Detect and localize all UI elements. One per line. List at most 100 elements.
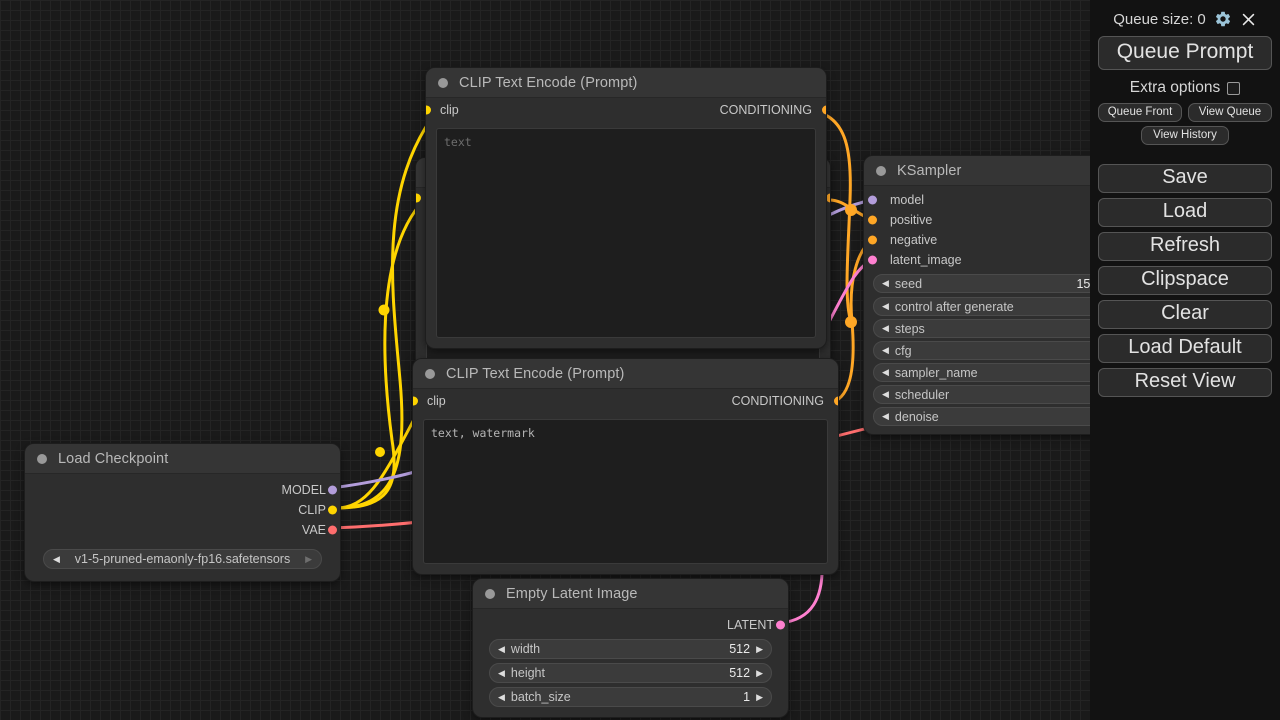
decrement-icon[interactable]: ◀ bbox=[882, 301, 889, 311]
node-clip-text-encode-negative[interactable]: CLIP Text Encode (Prompt) clip CONDITION… bbox=[413, 359, 838, 574]
port-latent-output[interactable] bbox=[776, 620, 785, 630]
widget-scheduler[interactable]: ◀ scheduler bbox=[873, 385, 1090, 404]
gear-icon[interactable] bbox=[1214, 10, 1232, 28]
decrement-icon[interactable]: ◀ bbox=[882, 278, 889, 288]
widget-control-after-generate[interactable]: ◀ control after generate rand bbox=[873, 297, 1090, 316]
slot-label-vae: VAE bbox=[301, 523, 326, 537]
decrement-icon[interactable]: ◀ bbox=[882, 389, 889, 399]
widget-height[interactable]: ◀ height 512 ▶ bbox=[489, 663, 772, 683]
widget-label: denoise bbox=[894, 409, 939, 424]
widget-denoise[interactable]: ◀ denoise bbox=[873, 407, 1090, 426]
reset-view-button[interactable]: Reset View bbox=[1098, 368, 1272, 397]
increment-icon[interactable]: ▶ bbox=[305, 553, 312, 564]
node-load-checkpoint[interactable]: Load Checkpoint MODEL CLIP VAE ◀ v1-5-pr bbox=[25, 444, 340, 581]
node-header[interactable]: KSampler bbox=[864, 156, 1090, 186]
decrement-icon[interactable]: ◀ bbox=[498, 643, 505, 654]
collapse-dot[interactable] bbox=[438, 77, 448, 88]
widget-label: sampler_name bbox=[894, 365, 978, 380]
slot-row: negative bbox=[864, 230, 1090, 250]
comfy-menu-panel: Queue size: 0 Queue Prompt Extra options… bbox=[1090, 0, 1280, 720]
queue-prompt-button[interactable]: Queue Prompt bbox=[1098, 36, 1272, 70]
prompt-textarea[interactable]: text, watermark bbox=[423, 419, 828, 564]
port-vae-output[interactable] bbox=[328, 525, 337, 535]
slot-label-conditioning: CONDITIONING bbox=[731, 394, 824, 408]
port-clip-output[interactable] bbox=[328, 505, 337, 515]
slot-row: VAE bbox=[25, 520, 340, 540]
increment-icon[interactable]: ▶ bbox=[756, 691, 763, 702]
port-model-input[interactable] bbox=[868, 195, 877, 205]
port-latent-image-input[interactable] bbox=[868, 255, 877, 265]
slot-row: latent_image bbox=[864, 250, 1090, 270]
node-body: clip CONDITIONING text, watermark bbox=[413, 389, 838, 564]
collapse-dot[interactable] bbox=[876, 165, 886, 176]
widget-batch-size[interactable]: ◀ batch_size 1 ▶ bbox=[489, 687, 772, 707]
widget-width[interactable]: ◀ width 512 ▶ bbox=[489, 639, 772, 659]
load-default-button[interactable]: Load Default bbox=[1098, 334, 1272, 363]
node-header[interactable]: Empty Latent Image bbox=[473, 579, 788, 609]
widget-label: control after generate bbox=[894, 299, 1014, 314]
widget-label: width bbox=[510, 642, 541, 656]
clipspace-button[interactable]: Clipspace bbox=[1098, 266, 1272, 295]
node-header[interactable]: Load Checkpoint bbox=[25, 444, 340, 474]
collapse-dot[interactable] bbox=[425, 368, 435, 379]
node-title: Empty Latent Image bbox=[506, 585, 638, 602]
extra-options-label: Extra options bbox=[1129, 79, 1221, 96]
port-clip-input[interactable] bbox=[413, 396, 418, 406]
port-clip-input[interactable] bbox=[416, 193, 421, 203]
load-button[interactable]: Load bbox=[1098, 198, 1272, 227]
widget-steps[interactable]: ◀ steps bbox=[873, 319, 1090, 338]
slot-label-clip: clip bbox=[440, 103, 459, 117]
widget-seed[interactable]: ◀ seed 1566802087 bbox=[873, 274, 1090, 293]
widget-label: height bbox=[510, 666, 545, 680]
increment-icon[interactable]: ▶ bbox=[756, 643, 763, 654]
view-queue-button[interactable]: View Queue bbox=[1188, 103, 1272, 122]
extra-options-checkbox[interactable] bbox=[1227, 81, 1241, 95]
increment-icon[interactable]: ▶ bbox=[756, 667, 763, 678]
slot-row: clip CONDITIONING bbox=[426, 98, 826, 122]
decrement-icon[interactable]: ◀ bbox=[882, 367, 889, 377]
queue-actions-row: Queue Front View Queue bbox=[1098, 103, 1272, 122]
decrement-icon[interactable]: ◀ bbox=[882, 345, 889, 355]
widget-value: 1 bbox=[743, 690, 751, 704]
node-body: MODEL CLIP VAE ◀ v1-5-pruned-emaonly-fp1… bbox=[25, 474, 340, 569]
slot-label-clip: clip bbox=[427, 394, 446, 408]
decrement-icon[interactable]: ◀ bbox=[882, 323, 889, 333]
collapse-dot[interactable] bbox=[37, 453, 47, 464]
prompt-textarea[interactable]: text bbox=[436, 128, 816, 338]
node-header[interactable]: CLIP Text Encode (Prompt) bbox=[426, 68, 826, 98]
graph-canvas[interactable]: CLIP Text Encode (Prompt) clip CONDITION… bbox=[0, 0, 1090, 720]
node-ksampler[interactable]: KSampler model positive negative latent bbox=[864, 156, 1090, 434]
decrement-icon[interactable]: ◀ bbox=[882, 411, 889, 421]
port-positive-input[interactable] bbox=[868, 215, 877, 225]
slot-row: clip CONDITIONING bbox=[413, 389, 838, 413]
decrement-icon[interactable]: ◀ bbox=[498, 667, 505, 678]
queue-front-button[interactable]: Queue Front bbox=[1098, 103, 1182, 122]
widget-cfg[interactable]: ◀ cfg bbox=[873, 341, 1090, 360]
port-conditioning-output[interactable] bbox=[833, 396, 838, 406]
collapse-dot[interactable] bbox=[485, 588, 495, 599]
extra-options-row[interactable]: Extra options bbox=[1098, 79, 1272, 97]
clear-button[interactable]: Clear bbox=[1098, 300, 1272, 329]
widget-label: seed bbox=[894, 276, 923, 291]
refresh-button[interactable]: Refresh bbox=[1098, 232, 1272, 261]
close-icon[interactable] bbox=[1240, 11, 1257, 28]
widget-label: batch_size bbox=[510, 690, 571, 704]
widget-ckpt-name[interactable]: ◀ v1-5-pruned-emaonly-fp16.safetensors ▶ bbox=[43, 549, 322, 569]
save-button[interactable]: Save bbox=[1098, 164, 1272, 193]
node-title: CLIP Text Encode (Prompt) bbox=[459, 74, 638, 91]
node-header[interactable]: CLIP Text Encode (Prompt) bbox=[413, 359, 838, 389]
view-history-button[interactable]: View History bbox=[1141, 126, 1229, 145]
widget-sampler-name[interactable]: ◀ sampler_name bbox=[873, 363, 1090, 382]
port-conditioning-output[interactable] bbox=[821, 105, 826, 115]
node-empty-latent-image[interactable]: Empty Latent Image LATENT ◀ width 512 ▶ … bbox=[473, 579, 788, 717]
decrement-icon[interactable]: ◀ bbox=[53, 553, 60, 564]
decrement-icon[interactable]: ◀ bbox=[498, 691, 505, 702]
node-clip-text-encode-positive[interactable]: CLIP Text Encode (Prompt) clip CONDITION… bbox=[426, 68, 826, 348]
port-clip-input[interactable] bbox=[426, 105, 431, 115]
widget-value: 1566802087 bbox=[1076, 276, 1090, 291]
port-conditioning-output[interactable] bbox=[825, 193, 830, 203]
node-body: model positive negative latent_image ◀ s… bbox=[864, 186, 1090, 426]
port-model-output[interactable] bbox=[328, 485, 337, 495]
port-negative-input[interactable] bbox=[868, 235, 877, 245]
